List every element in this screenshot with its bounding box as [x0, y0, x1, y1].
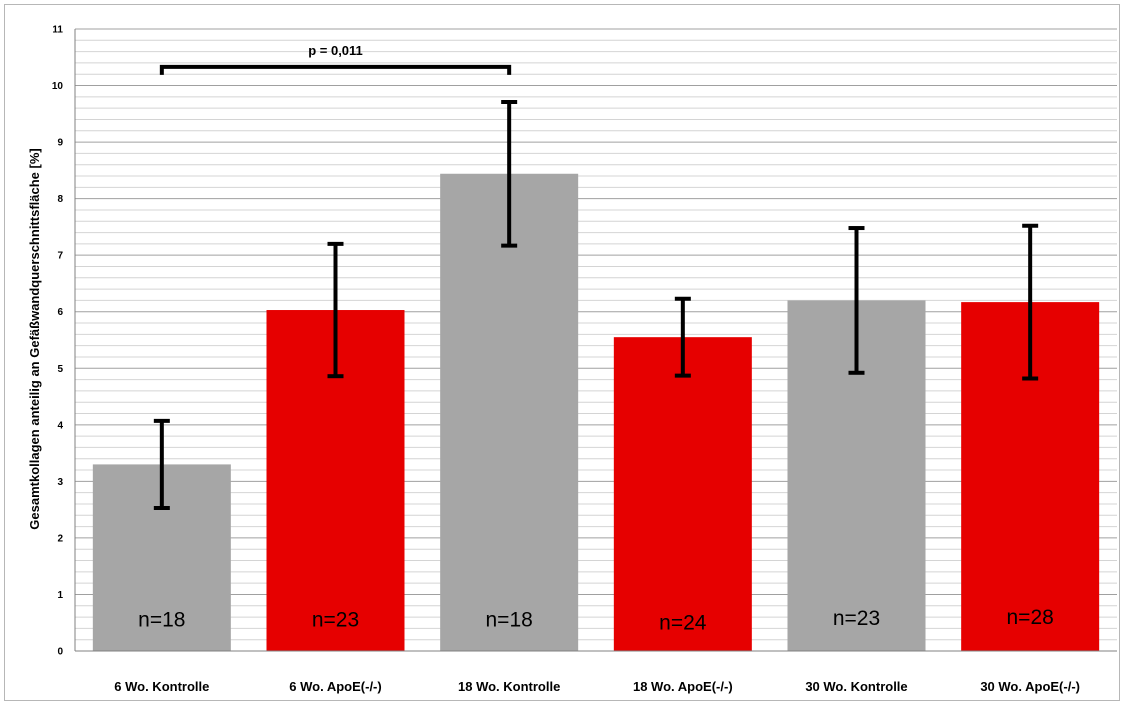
- y-tick-label: 2: [57, 533, 63, 544]
- n-label: n=18: [138, 609, 185, 632]
- n-label: n=28: [1007, 606, 1054, 629]
- y-tick-label: 5: [57, 364, 63, 375]
- error-bar: [848, 226, 865, 375]
- y-tick-label: 1: [57, 590, 63, 601]
- x-category-label: 30 Wo. ApoE(-/-): [980, 679, 1080, 694]
- y-tick-label: 4: [57, 420, 63, 431]
- y-tick-label: 11: [52, 25, 63, 36]
- y-tick-label: 9: [57, 138, 63, 149]
- y-tick-label: 10: [52, 81, 64, 92]
- n-label: n=24: [659, 612, 707, 635]
- x-category-label: 18 Wo. Kontrolle: [458, 679, 560, 694]
- bars: [92, 173, 1100, 652]
- error-bar: [327, 241, 344, 379]
- y-tick-label: 0: [57, 647, 63, 658]
- x-category-label: 6 Wo. Kontrolle: [114, 679, 209, 694]
- y-axis-ticks: 0 1 2 3 4 5 6 7 8 9 10 11: [52, 25, 64, 658]
- n-label: n=23: [833, 607, 880, 630]
- n-label: n=18: [486, 609, 533, 632]
- significance-bracket-line: [159, 64, 512, 75]
- chart-frame: 0 1 2 3 4 5 6 7 8 9 10 11 n=18 n=23 n=18 n=24 n=23 n=28 …: [4, 4, 1120, 701]
- y-tick-label: 7: [57, 251, 63, 262]
- gridlines: [75, 28, 1117, 641]
- y-axis-label: Gesamtkollagen anteilig an Gefäßwandquer…: [27, 148, 42, 529]
- y-tick-label: 8: [57, 194, 63, 205]
- x-category-label: 18 Wo. ApoE(-/-): [633, 679, 733, 694]
- error-bar: [674, 296, 691, 378]
- error-bar: [153, 418, 170, 510]
- y-tick-label: 6: [57, 307, 63, 318]
- bar: [613, 337, 752, 651]
- n-labels: n=18 n=23 n=18 n=24 n=23 n=28: [138, 606, 1054, 635]
- significance-annotations: p = 0,011: [159, 43, 512, 75]
- significance-label: p = 0,011: [308, 43, 363, 58]
- n-label: n=23: [312, 609, 359, 632]
- error-bars: [153, 99, 1039, 510]
- error-bar: [501, 99, 518, 248]
- error-bar: [1022, 223, 1039, 381]
- x-category-label: 6 Wo. ApoE(-/-): [289, 679, 381, 694]
- y-tick-label: 3: [57, 477, 63, 488]
- significance-bracket: p = 0,011: [159, 43, 512, 75]
- bar: [440, 173, 579, 652]
- x-axis-categories: 6 Wo. Kontrolle 6 Wo. ApoE(-/-) 18 Wo. Kon…: [114, 679, 1080, 694]
- x-category-label: 30 Wo. Kontrolle: [805, 679, 907, 694]
